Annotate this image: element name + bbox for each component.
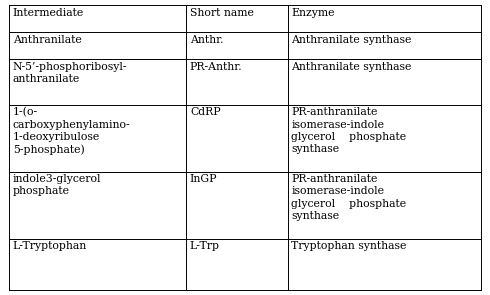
Text: L-Tryptophan: L-Tryptophan bbox=[13, 241, 87, 251]
Text: Short name: Short name bbox=[190, 8, 254, 18]
Text: L-Trp: L-Trp bbox=[190, 241, 220, 251]
Text: N-5’-phosphoribosyl-
anthranilate: N-5’-phosphoribosyl- anthranilate bbox=[13, 62, 127, 84]
Text: Anthranilate synthase: Anthranilate synthase bbox=[292, 35, 412, 45]
Text: Enzyme: Enzyme bbox=[292, 8, 335, 18]
Text: Tryptophan synthase: Tryptophan synthase bbox=[292, 241, 407, 251]
Text: Intermediate: Intermediate bbox=[13, 8, 84, 18]
Text: Anthr.: Anthr. bbox=[190, 35, 223, 45]
Text: 1-(o-
carboxyphenylamino-
1-deoxyribulose
5-phosphate): 1-(o- carboxyphenylamino- 1-deoxyribulos… bbox=[13, 107, 130, 155]
Text: PR-anthranilate
isomerase-indole
glycerol    phosphate
synthase: PR-anthranilate isomerase-indole glycero… bbox=[292, 174, 407, 221]
Text: CdRP: CdRP bbox=[190, 107, 220, 117]
Text: PR-anthranilate
isomerase-indole
glycerol    phosphate
synthase: PR-anthranilate isomerase-indole glycero… bbox=[292, 107, 407, 154]
Text: Anthranilate synthase: Anthranilate synthase bbox=[292, 62, 412, 72]
Text: indole3-glycerol
phosphate: indole3-glycerol phosphate bbox=[13, 174, 101, 196]
Text: InGP: InGP bbox=[190, 174, 218, 184]
Text: Anthranilate: Anthranilate bbox=[13, 35, 81, 45]
Text: PR-Anthr.: PR-Anthr. bbox=[190, 62, 243, 72]
